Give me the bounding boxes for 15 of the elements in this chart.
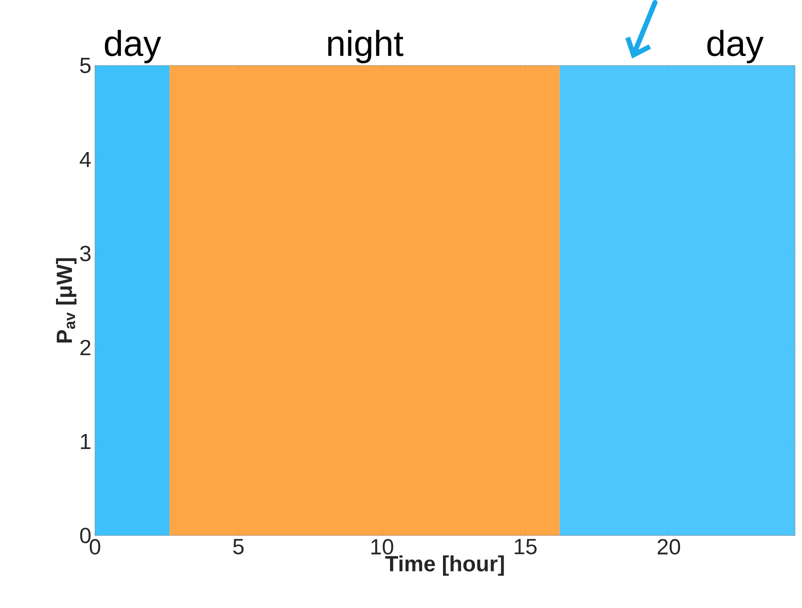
x-tick-label: 5: [233, 538, 244, 554]
y-tick-label: 3: [80, 245, 91, 262]
annotation: day: [104, 30, 162, 64]
annotation: day: [707, 30, 764, 64]
y-axis-title: P$_{av}$ [μW]: [56, 258, 76, 342]
y-tick-label: 0: [80, 527, 91, 544]
y-tick-label: 2: [80, 340, 90, 355]
x-tick-label: 20: [658, 538, 680, 554]
y-tick-label: 4: [80, 152, 91, 167]
annotation: night: [328, 30, 404, 64]
x-tick-label: 15: [514, 538, 537, 554]
y-tick-label: 1: [80, 434, 90, 449]
x-axis-title: Time [hour]: [385, 555, 504, 576]
y-tick-label: 5: [80, 58, 91, 73]
x-tick-label: 10: [371, 538, 394, 554]
